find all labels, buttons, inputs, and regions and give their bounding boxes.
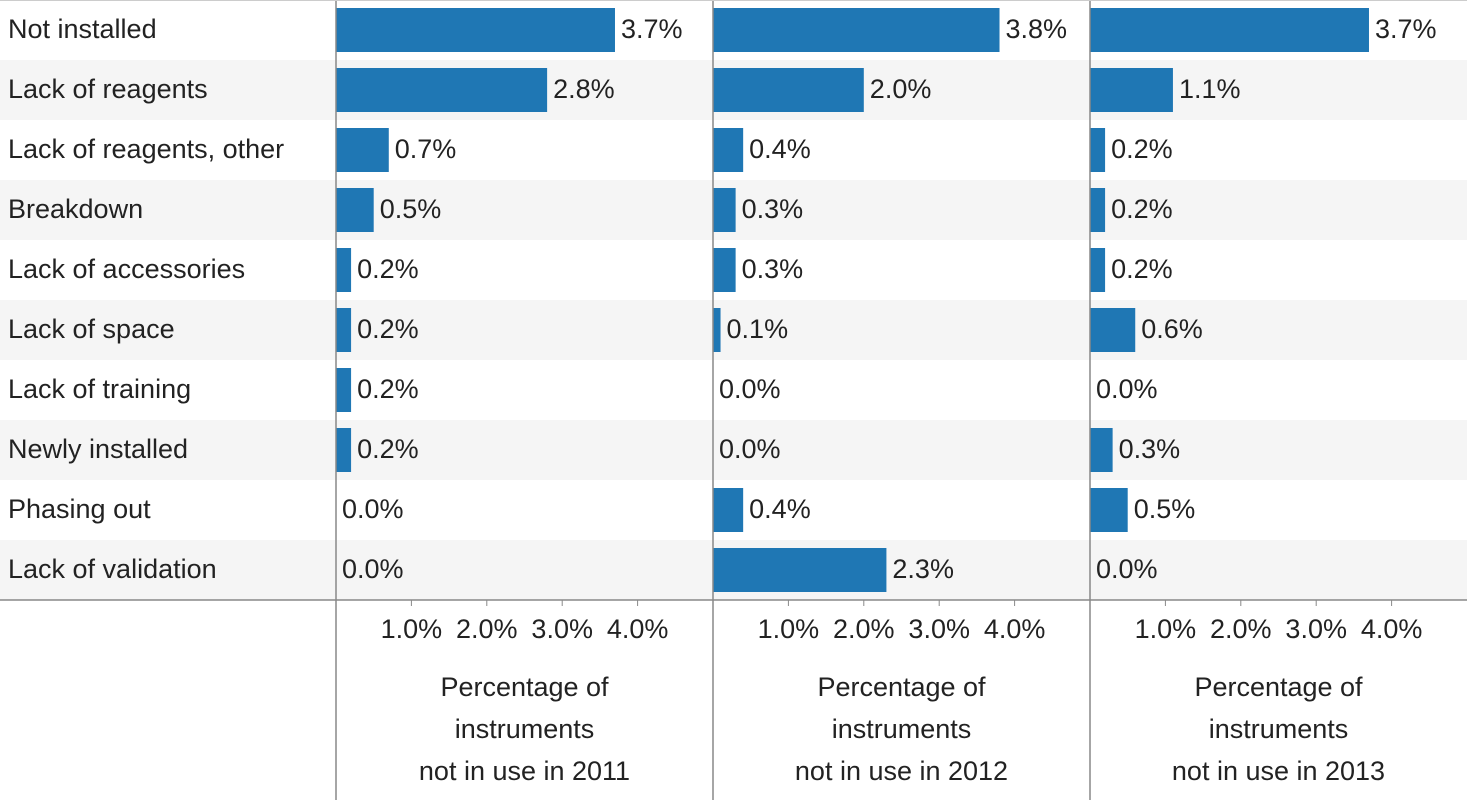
bar	[336, 188, 374, 232]
value-label: 0.7%	[395, 134, 457, 164]
bar	[1090, 188, 1106, 232]
value-label: 0.0%	[1096, 554, 1158, 584]
x-axis-label: instruments	[832, 714, 972, 744]
value-label: 0.0%	[1096, 374, 1158, 404]
bar	[1090, 428, 1113, 472]
value-label: 2.3%	[892, 554, 954, 584]
bar	[713, 68, 864, 112]
bar	[713, 188, 736, 232]
row-band	[0, 420, 1467, 480]
value-label: 0.2%	[1111, 254, 1173, 284]
x-tick-label: 2.0%	[833, 614, 895, 644]
bar	[1090, 308, 1136, 352]
value-label: 0.1%	[727, 314, 789, 344]
x-axis-label: not in use in 2013	[1172, 756, 1385, 786]
value-label: 0.0%	[342, 494, 404, 524]
value-label: 3.7%	[1375, 14, 1437, 44]
bar	[336, 128, 389, 172]
category-label: Lack of accessories	[8, 254, 245, 284]
bar	[336, 308, 352, 352]
x-tick-label: 2.0%	[456, 614, 518, 644]
category-label: Lack of reagents	[8, 74, 208, 104]
category-label: Phasing out	[8, 494, 151, 524]
row-band	[0, 300, 1467, 360]
x-tick-label: 4.0%	[1361, 614, 1423, 644]
value-label: 0.0%	[342, 554, 404, 584]
x-tick-label: 1.0%	[381, 614, 443, 644]
x-tick-label: 2.0%	[1210, 614, 1272, 644]
x-axis-label: instruments	[455, 714, 595, 744]
bar	[1090, 488, 1128, 532]
value-label: 1.1%	[1179, 74, 1241, 104]
value-label: 0.3%	[742, 194, 804, 224]
bar	[336, 368, 352, 412]
x-tick-label: 1.0%	[758, 614, 820, 644]
value-label: 3.8%	[1006, 14, 1068, 44]
value-label: 0.2%	[357, 314, 419, 344]
category-label: Lack of space	[8, 314, 175, 344]
value-label: 0.2%	[1111, 194, 1173, 224]
x-tick-label: 4.0%	[984, 614, 1046, 644]
value-label: 0.5%	[1134, 494, 1196, 524]
x-axis-label: not in use in 2012	[795, 756, 1008, 786]
bar	[1090, 8, 1369, 52]
bar	[713, 308, 721, 352]
x-tick-label: 3.0%	[531, 614, 593, 644]
bar	[713, 248, 736, 292]
value-label: 0.3%	[742, 254, 804, 284]
category-label: Lack of training	[8, 374, 191, 404]
bar	[336, 428, 352, 472]
value-label: 0.0%	[719, 374, 781, 404]
bar	[336, 248, 352, 292]
category-label: Breakdown	[8, 194, 143, 224]
value-label: 2.8%	[553, 74, 615, 104]
value-label: 0.2%	[357, 434, 419, 464]
x-tick-label: 3.0%	[908, 614, 970, 644]
x-tick-label: 4.0%	[607, 614, 669, 644]
bar	[713, 488, 744, 532]
category-label: Newly installed	[8, 434, 188, 464]
value-label: 0.6%	[1141, 314, 1203, 344]
bar	[713, 548, 887, 592]
x-axis-label: Percentage of	[440, 672, 609, 702]
value-label: 0.3%	[1119, 434, 1181, 464]
value-label: 0.5%	[380, 194, 442, 224]
x-axis-label: Percentage of	[817, 672, 986, 702]
x-tick-label: 1.0%	[1135, 614, 1197, 644]
value-label: 0.2%	[1111, 134, 1173, 164]
x-axis-label: not in use in 2011	[419, 756, 630, 786]
category-label: Lack of reagents, other	[8, 134, 284, 164]
category-label: Lack of validation	[8, 554, 217, 584]
bar	[1090, 68, 1173, 112]
bar	[1090, 248, 1106, 292]
value-label: 0.4%	[749, 494, 811, 524]
value-label: 0.2%	[357, 254, 419, 284]
value-label: 0.0%	[719, 434, 781, 464]
value-label: 3.7%	[621, 14, 683, 44]
value-label: 0.4%	[749, 134, 811, 164]
value-label: 2.0%	[870, 74, 932, 104]
x-tick-label: 3.0%	[1285, 614, 1347, 644]
bar	[336, 8, 615, 52]
bar	[336, 68, 548, 112]
category-label: Not installed	[8, 14, 157, 44]
bar	[713, 128, 744, 172]
value-label: 0.2%	[357, 374, 419, 404]
x-axis-label: Percentage of	[1194, 672, 1363, 702]
x-axis-label: instruments	[1209, 714, 1349, 744]
bar	[1090, 128, 1106, 172]
bar	[713, 8, 1000, 52]
